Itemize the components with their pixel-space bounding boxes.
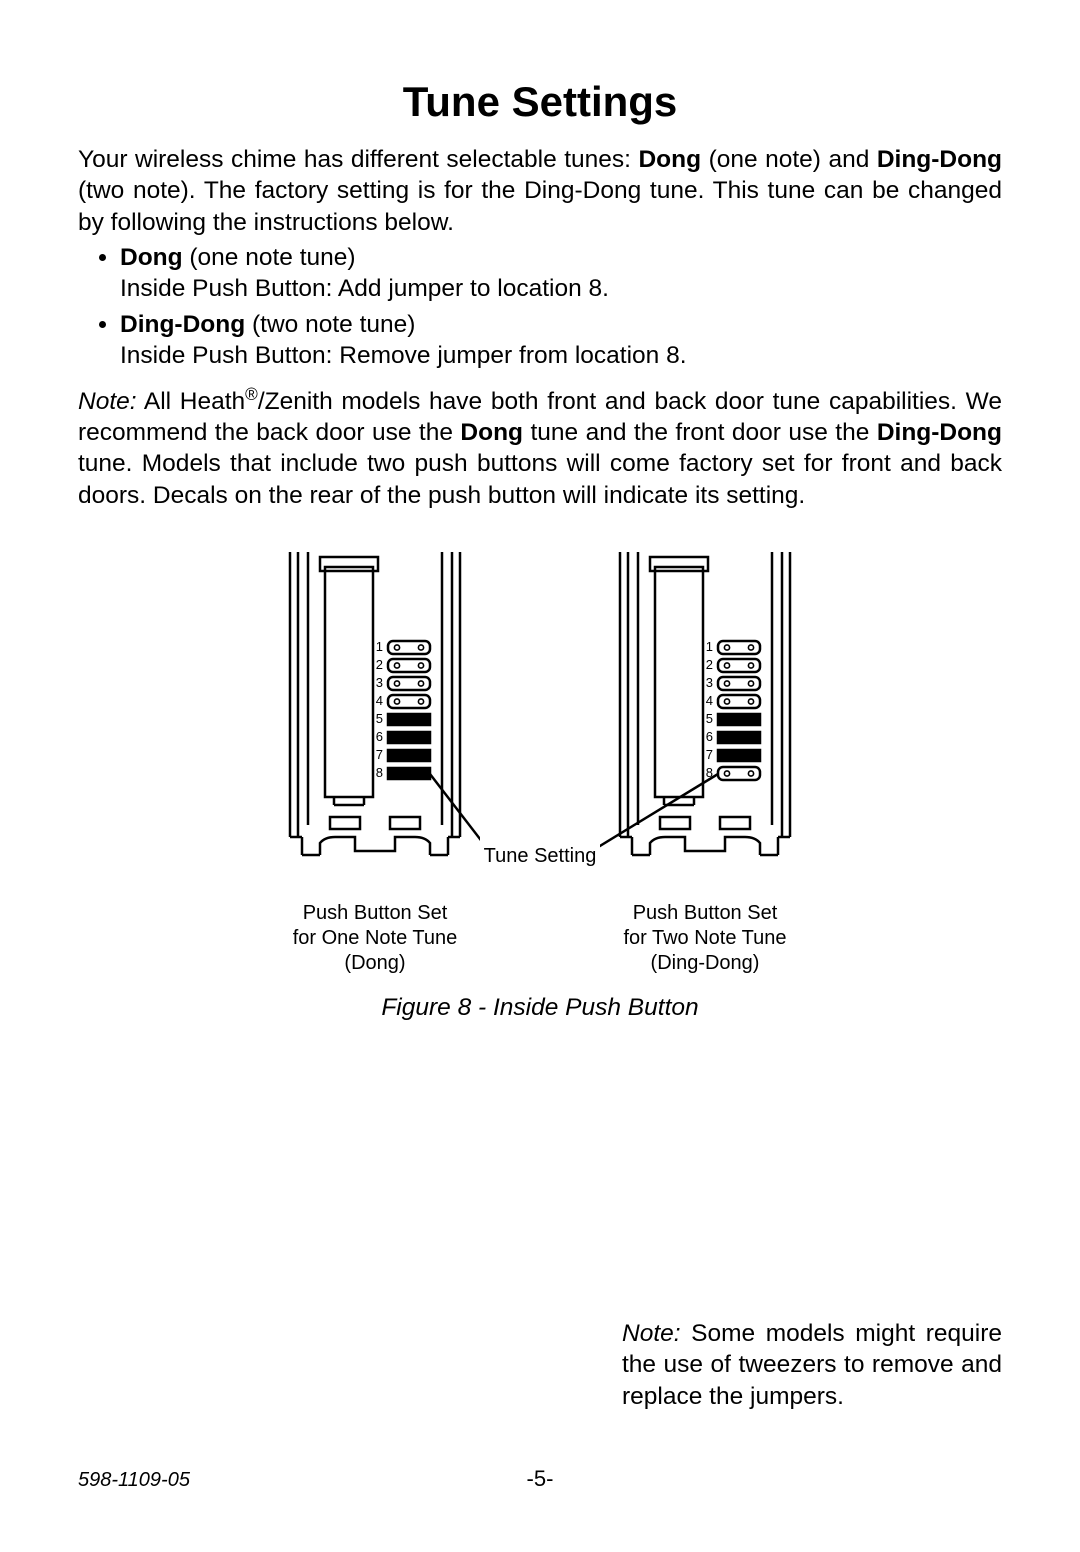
li-bold: Ding-Dong [120, 311, 245, 338]
page: Tune Settings Your wireless chime has di… [0, 0, 1080, 1552]
page-title: Tune Settings [78, 78, 1002, 126]
svg-text:2: 2 [376, 657, 383, 672]
intro-text-2: (one note) and [701, 146, 877, 173]
svg-text:4: 4 [376, 693, 383, 708]
svg-text:6: 6 [706, 729, 713, 744]
note-text-1: All Heath [137, 388, 246, 415]
intro-bold-2: Ding-Dong [877, 146, 1002, 173]
page-number: -5- [527, 1466, 554, 1492]
note-bold-1: Dong [460, 419, 523, 446]
svg-text:1: 1 [706, 639, 713, 654]
figure-area: 1 2 3 4 5 6 7 8 Push Button Set for One Note Tu… [78, 547, 1002, 1022]
tune-setting-label: Tune Setting [484, 845, 597, 868]
document-number: 598-1109-05 [78, 1469, 190, 1492]
note-bold-2: Ding-Dong [877, 419, 1002, 446]
reg-mark: ® [245, 384, 258, 404]
intro-text-1: Your wireless chime has different select… [78, 146, 638, 173]
note-paragraph: Note: All Heath®/Zenith models have both… [78, 384, 1002, 512]
bottom-note: Note: Some models might require the use … [622, 1318, 1002, 1412]
push-button-diagram-right: 12345678 [600, 547, 810, 877]
note-text-3: tune and the front door use the [523, 419, 877, 446]
svg-text:8: 8 [376, 765, 383, 780]
li-line2: Inside Push Button: Remove jumper from l… [120, 342, 687, 369]
intro-paragraph: Your wireless chime has different select… [78, 144, 1002, 238]
svg-text:2: 2 [706, 657, 713, 672]
list-item: Dong (one note tune) Inside Push Button:… [120, 242, 1002, 305]
svg-text:7: 7 [376, 747, 383, 762]
svg-text:1: 1 [376, 639, 383, 654]
left-caption: Push Button Set for One Note Tune (Dong) [293, 901, 458, 976]
svg-text:3: 3 [706, 675, 713, 690]
right-caption: Push Button Set for Two Note Tune (Ding-… [623, 901, 786, 976]
note-label: Note: [78, 388, 137, 415]
diagrams-row: 1 2 3 4 5 6 7 8 Push Button Set for One Note Tu… [78, 547, 1002, 976]
cap-line: for One Note Tune [293, 927, 458, 949]
svg-text:4: 4 [706, 693, 713, 708]
cap-line: Push Button Set [633, 902, 778, 924]
list-item: Ding-Dong (two note tune) Inside Push Bu… [120, 309, 1002, 372]
svg-text:5: 5 [706, 711, 713, 726]
li-line2: Inside Push Button: Add jumper to locati… [120, 275, 609, 302]
svg-text:3: 3 [376, 675, 383, 690]
li-rest: (two note tune) [245, 311, 415, 338]
diagram-left: 1 2 3 4 5 6 7 8 Push Button Set for One Note Tu… [270, 547, 480, 976]
intro-text-3: (two note). The factory setting is for t… [78, 177, 1002, 235]
svg-text:5: 5 [376, 711, 383, 726]
cap-line: (Dong) [344, 952, 405, 974]
svg-text:6: 6 [376, 729, 383, 744]
cap-line: for Two Note Tune [623, 927, 786, 949]
li-rest: (one note tune) [183, 244, 356, 271]
cap-line: Push Button Set [303, 902, 448, 924]
diagram-right: 12345678 Push Button Set for Two Note Tu… [600, 547, 810, 976]
li-bold: Dong [120, 244, 183, 271]
note2-label: Note: [622, 1320, 681, 1347]
svg-text:7: 7 [706, 747, 713, 762]
cap-line: (Ding-Dong) [651, 952, 760, 974]
note-text-4: tune. Models that include two push butto… [78, 450, 1002, 508]
tune-list: Dong (one note tune) Inside Push Button:… [78, 242, 1002, 371]
figure-caption: Figure 8 - Inside Push Button [78, 994, 1002, 1022]
intro-bold-1: Dong [638, 146, 701, 173]
push-button-diagram-left: 1 2 3 4 5 6 7 8 [270, 547, 480, 877]
